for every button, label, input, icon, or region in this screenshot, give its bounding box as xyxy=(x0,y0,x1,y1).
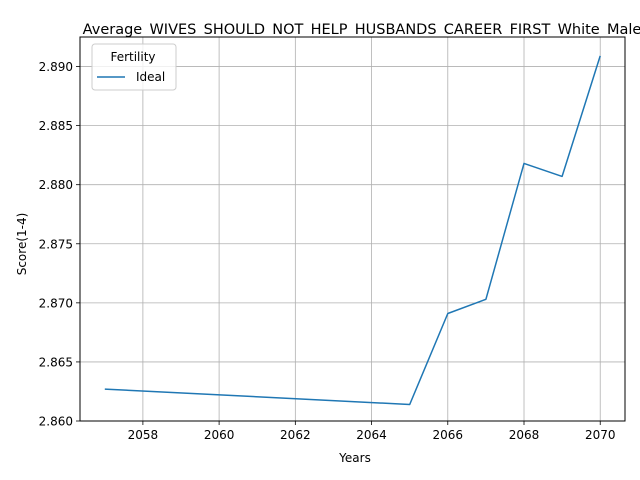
chart-title: Average_WIVES_SHOULD_NOT_HELP_HUSBANDS_C… xyxy=(83,22,640,38)
x-tick-label: 2070 xyxy=(585,428,616,442)
legend-box xyxy=(91,43,177,91)
legend-title: Fertility xyxy=(110,50,155,64)
y-tick-label: 2.860 xyxy=(39,415,73,429)
x-tick-label: 2062 xyxy=(280,428,311,442)
x-axis-label: Years xyxy=(338,451,371,465)
y-tick-label: 2.870 xyxy=(39,296,73,310)
x-tick-label: 2066 xyxy=(433,428,464,442)
series-layer xyxy=(104,55,601,406)
y-tick-label: 2.885 xyxy=(39,119,73,133)
x-tick-label: 2064 xyxy=(356,428,387,442)
y-tick-label: 2.875 xyxy=(39,237,73,251)
y-tick-label: 2.865 xyxy=(39,355,73,369)
x-tick-label: 2058 xyxy=(128,428,159,442)
x-tick-label: 2068 xyxy=(509,428,540,442)
legend-label-ideal: Ideal xyxy=(136,70,165,84)
y-axis-label: Score(1-4) xyxy=(15,213,29,276)
x-tick-label: 2060 xyxy=(204,428,235,442)
plot-frame xyxy=(79,36,626,422)
y-tick-label: 2.880 xyxy=(39,178,73,192)
legend: Fertility Ideal xyxy=(91,43,177,91)
series-line-ideal xyxy=(104,55,601,406)
x-axis-ticks: 2058 2060 2062 2064 2066 2068 2070 xyxy=(128,421,616,442)
y-tick-label: 2.890 xyxy=(39,60,73,74)
y-axis-ticks: 2.860 2.865 2.870 2.875 2.880 2.885 2.890 xyxy=(39,60,80,429)
